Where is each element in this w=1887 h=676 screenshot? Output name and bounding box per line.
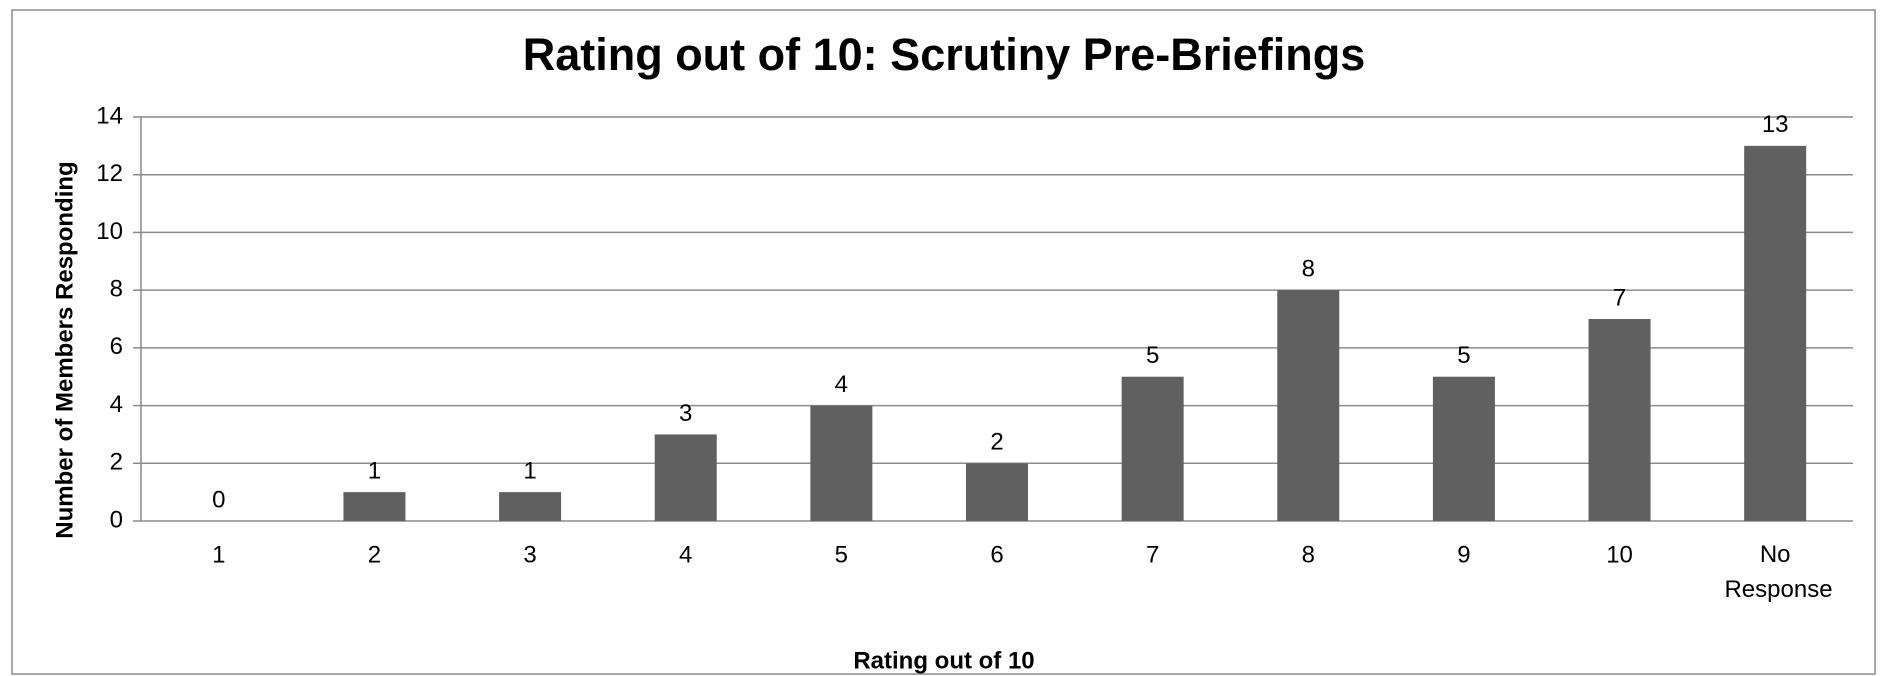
y-tick-label: 2 bbox=[110, 449, 123, 476]
y-tick-label: 6 bbox=[110, 333, 123, 360]
data-label: 5 bbox=[1146, 342, 1159, 369]
x-tick-label: 1 bbox=[212, 541, 225, 568]
x-tick-label: 6 bbox=[990, 541, 1003, 568]
bar bbox=[966, 463, 1028, 521]
bar bbox=[810, 405, 873, 521]
y-tick-label: 4 bbox=[110, 391, 123, 418]
data-label: 5 bbox=[1457, 342, 1470, 369]
chart-border bbox=[11, 9, 1876, 675]
y-tick-label: 0 bbox=[110, 506, 123, 533]
x-tick-label: 3 bbox=[523, 541, 536, 568]
data-label: 7 bbox=[1613, 284, 1626, 311]
chart-title: Rating out of 10: Scrutiny Pre-Briefings bbox=[523, 29, 1366, 80]
data-label: 1 bbox=[523, 457, 536, 484]
y-tick-label: 8 bbox=[110, 275, 123, 302]
data-label: 4 bbox=[835, 371, 848, 398]
x-tick-label: 8 bbox=[1302, 541, 1315, 568]
y-tick-label: 12 bbox=[96, 160, 123, 187]
x-tick-label: 10 bbox=[1606, 541, 1633, 568]
bar bbox=[654, 434, 717, 521]
bar bbox=[1277, 290, 1340, 521]
y-tick-label: 14 bbox=[96, 102, 123, 129]
x-tick-label: 2 bbox=[368, 541, 381, 568]
bar bbox=[1588, 319, 1651, 521]
y-axis-label: Number of Members Responding bbox=[51, 161, 78, 538]
bar bbox=[1744, 145, 1807, 521]
data-label: 2 bbox=[990, 429, 1003, 456]
bar bbox=[1121, 376, 1184, 521]
data-label: 1 bbox=[368, 457, 381, 484]
bar bbox=[343, 492, 406, 521]
data-label: 8 bbox=[1302, 255, 1315, 282]
bar bbox=[1432, 376, 1495, 521]
x-tick-label: 7 bbox=[1146, 541, 1159, 568]
x-axis-label: Rating out of 10 bbox=[853, 647, 1034, 674]
y-tick-label: 10 bbox=[96, 218, 123, 245]
data-label: 0 bbox=[212, 486, 225, 513]
data-label: 13 bbox=[1762, 111, 1789, 138]
x-tick-label: 5 bbox=[835, 541, 848, 568]
x-tick-label: 4 bbox=[679, 541, 692, 568]
bar bbox=[499, 492, 562, 521]
data-label: 3 bbox=[679, 400, 692, 427]
x-tick-label: 9 bbox=[1457, 541, 1470, 568]
x-tick-label: No Response bbox=[1718, 541, 1833, 603]
